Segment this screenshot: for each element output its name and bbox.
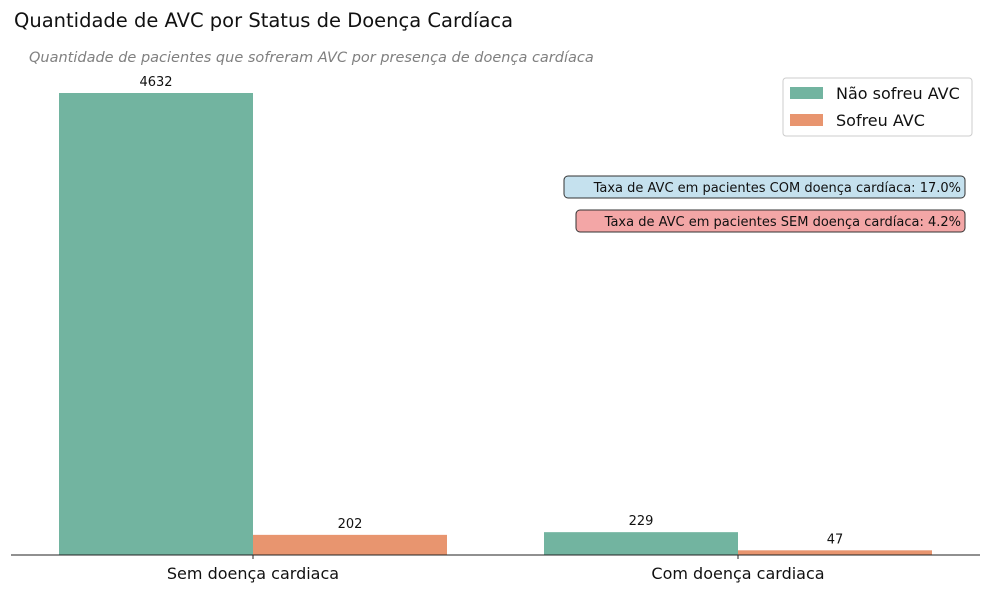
bars-layer: 4632 202 229 47 <box>59 75 932 555</box>
x-tick-label-com-doenca-cardiaca: Com doença cardiaca <box>651 564 824 583</box>
chart-title: Quantidade de AVC por Status de Doença C… <box>14 9 513 32</box>
annotation-text-com: Taxa de AVC em pacientes COM doença card… <box>593 181 961 196</box>
annotation-com-doenca: Taxa de AVC em pacientes COM doença card… <box>563 175 966 199</box>
legend-swatch-sofreu-avc <box>790 114 823 126</box>
legend-swatch-nao-sofreu-avc <box>790 87 823 99</box>
data-label-sofreu-avc-com-doenca-cardiaca: 47 <box>827 532 844 547</box>
bar-nao-sofreu-avc-sem-doenca-cardiaca <box>59 93 253 555</box>
legend: Não sofreu AVC Sofreu AVC <box>782 77 973 137</box>
bar-sofreu-avc-com-doenca-cardiaca <box>738 550 932 555</box>
chart-subtitle: Quantidade de pacientes que sofreram AVC… <box>29 50 594 66</box>
legend-label-sofreu-avc: Sofreu AVC <box>836 111 925 130</box>
bar-sofreu-avc-sem-doenca-cardiaca <box>253 534 447 555</box>
annotation-sem-doenca: Taxa de AVC em pacientes SEM doença card… <box>575 209 966 233</box>
annotation-text-sem: Taxa de AVC em pacientes SEM doença card… <box>604 215 961 230</box>
data-label-nao-sofreu-avc-sem-doenca-cardiaca: 4632 <box>139 75 172 90</box>
legend-label-nao-sofreu-avc: Não sofreu AVC <box>836 84 960 103</box>
x-tick-label-sem-doenca-cardiaca: Sem doença cardiaca <box>167 564 339 583</box>
legend-frame <box>782 77 973 137</box>
annotation-box-sem <box>575 209 966 233</box>
x-tick-labels: Sem doença cardiaca Com doença cardiaca <box>167 555 825 583</box>
bar-nao-sofreu-avc-com-doenca-cardiaca <box>544 532 738 555</box>
annotation-box-com <box>563 175 966 199</box>
data-label-nao-sofreu-avc-com-doenca-cardiaca: 229 <box>629 514 654 529</box>
data-label-sofreu-avc-sem-doenca-cardiaca: 202 <box>338 517 363 532</box>
